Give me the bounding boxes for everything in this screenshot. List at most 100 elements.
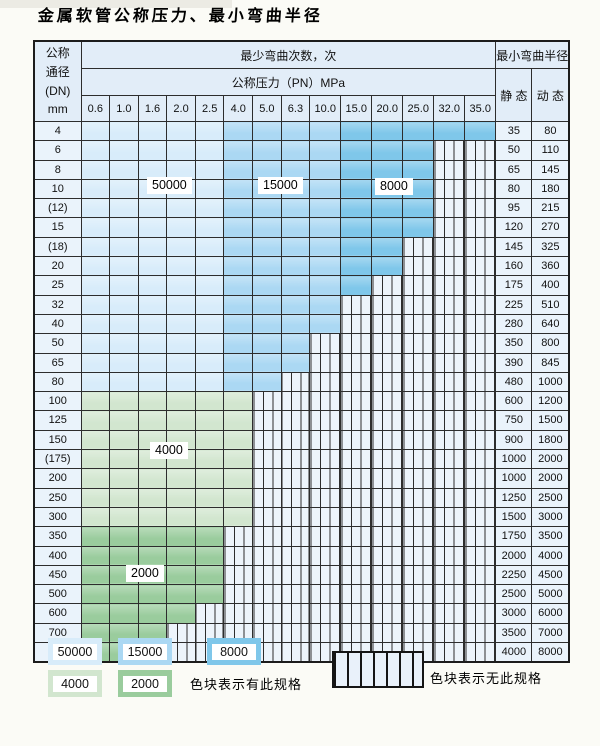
no-spec-cell <box>309 564 342 586</box>
no-spec-cell <box>464 391 497 412</box>
dynamic-radius-cell: 145 <box>531 159 570 180</box>
no-spec-cell <box>464 410 497 431</box>
legend-swatch: 8000 <box>207 638 261 665</box>
spec-cell <box>166 256 196 277</box>
dn-cell: 25 <box>33 275 82 296</box>
table-row: 400 2000 4000 <box>33 545 570 566</box>
spec-cell <box>252 140 282 161</box>
no-spec-cell <box>464 468 497 489</box>
no-spec-cell <box>371 487 404 508</box>
no-spec-cell <box>309 429 342 451</box>
no-spec-cell <box>309 545 342 566</box>
table-row: 600 3000 6000 <box>33 603 570 624</box>
spec-cell <box>340 236 373 258</box>
spec-cell <box>166 120 196 142</box>
dynamic-radius-cell: 6000 <box>531 603 570 624</box>
spec-cell <box>194 236 225 258</box>
spec-cell <box>223 468 254 489</box>
no-spec-cell <box>464 371 497 393</box>
spec-cell <box>166 236 196 258</box>
no-spec-cell <box>402 333 435 354</box>
legend-has-spec-text: 色块表示有此规格 <box>190 677 303 692</box>
no-spec-cell <box>280 429 311 451</box>
dn-cell: 6 <box>33 140 82 161</box>
spec-cell <box>109 236 139 258</box>
page-title: 金属软管公称压力、最小弯曲半径 <box>37 6 324 25</box>
static-radius-cell: 3500 <box>495 622 533 644</box>
no-spec-cell <box>371 603 404 624</box>
table-row: 200 1000 2000 <box>33 468 570 489</box>
no-spec-cell <box>223 584 254 605</box>
spec-cell <box>252 198 282 219</box>
spec-cell <box>309 140 342 161</box>
static-radius-cell: 1000 <box>495 468 533 489</box>
no-spec-cell <box>340 603 373 624</box>
table-row: 8 65 145 <box>33 159 570 180</box>
static-radius-cell: 65 <box>495 159 533 180</box>
no-spec-cell <box>280 487 311 508</box>
no-spec-cell <box>433 429 466 451</box>
no-spec-cell <box>433 371 466 393</box>
spec-cell <box>280 198 311 219</box>
static-radius-cell: 35 <box>495 120 533 142</box>
table-row: (175) 1000 2000 <box>33 449 570 470</box>
spec-cell <box>280 256 311 277</box>
spec-cell <box>137 120 168 142</box>
spec-cell <box>80 603 111 624</box>
spec-cell <box>194 545 225 566</box>
static-radius-cell: 280 <box>495 313 533 335</box>
spec-cell <box>252 120 282 142</box>
no-spec-cell <box>371 410 404 431</box>
spec-cell <box>194 198 225 219</box>
dynamic-radius-cell: 1200 <box>531 391 570 412</box>
spec-cell <box>194 178 225 200</box>
spec-cell <box>80 256 111 277</box>
table-row: (18) 145 325 <box>33 236 570 258</box>
legend-swatch: 2000 <box>118 670 172 697</box>
legend-swatch: 50000 <box>48 638 102 665</box>
spec-cell <box>166 275 196 296</box>
no-spec-cell <box>280 391 311 412</box>
no-spec-cell <box>371 506 404 528</box>
no-spec-cell <box>402 487 435 508</box>
static-radius-cell: 1250 <box>495 487 533 508</box>
no-spec-cell <box>194 603 225 624</box>
spec-cell <box>137 294 168 315</box>
spec-cell <box>280 352 311 373</box>
no-spec-cell <box>371 545 404 566</box>
spec-cell <box>309 313 342 335</box>
spec-cell <box>194 429 225 451</box>
static-radius-cell: 80 <box>495 178 533 200</box>
no-spec-cell <box>402 622 435 644</box>
no-spec-cell <box>252 564 282 586</box>
spec-cell <box>223 487 254 508</box>
no-spec-cell <box>280 526 311 547</box>
spec-cell <box>402 120 435 142</box>
no-spec-cell <box>402 294 435 315</box>
dn-cell: 50 <box>33 333 82 354</box>
no-spec-cell <box>433 140 466 161</box>
dn-cell: 4 <box>33 120 82 142</box>
no-spec-cell <box>433 178 466 200</box>
spec-cell <box>371 159 404 180</box>
no-spec-cell <box>340 564 373 586</box>
pressure-value-header: 2.0 <box>166 95 196 122</box>
static-radius-cell: 225 <box>495 294 533 315</box>
no-spec-cell <box>464 584 497 605</box>
spec-cell <box>80 391 111 412</box>
dynamic-radius-cell: 845 <box>531 352 570 373</box>
spec-cell <box>340 178 373 200</box>
dynamic-radius-cell: 2000 <box>531 468 570 489</box>
dynamic-radius-cell: 325 <box>531 236 570 258</box>
no-spec-cell <box>309 487 342 508</box>
no-spec-cell <box>252 410 282 431</box>
dynamic-radius-cell: 7000 <box>531 622 570 644</box>
spec-cell <box>109 120 139 142</box>
no-spec-cell <box>433 564 466 586</box>
no-spec-cell <box>464 545 497 566</box>
spec-cell <box>109 487 139 508</box>
no-spec-cell <box>464 352 497 373</box>
no-spec-cell <box>402 352 435 373</box>
no-spec-cell <box>340 506 373 528</box>
no-spec-cell <box>433 391 466 412</box>
